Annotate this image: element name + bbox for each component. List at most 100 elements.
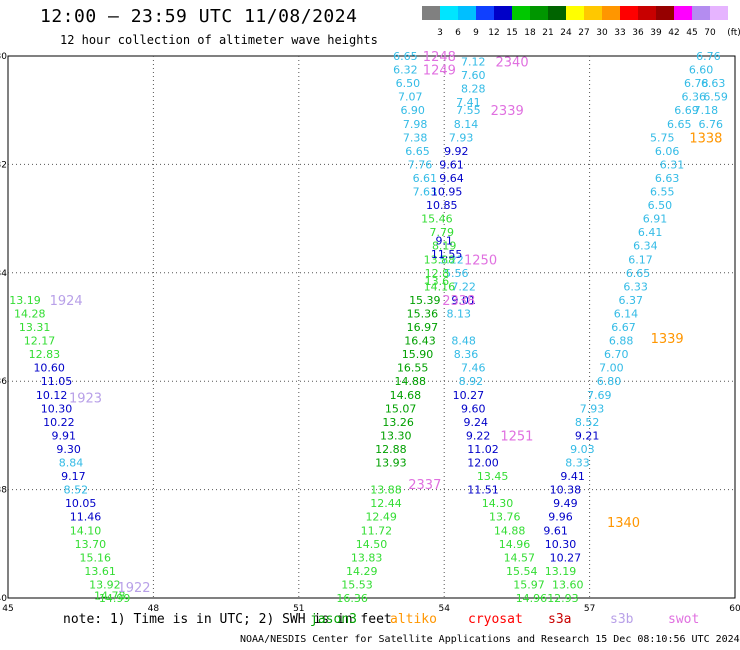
wave-height-value: 15.16 [79,551,111,564]
wave-height-value: 14.78 [94,589,126,602]
wave-height-value: 12.88 [375,443,407,456]
wave-height-value: 7.60 [461,69,486,82]
wave-height-value: 7.41 [456,96,481,109]
wave-height-value: 13.92 [89,578,121,591]
wave-height-value: 14.10 [70,524,102,537]
pass-time-label: 1339 [651,332,684,347]
pass-time-label: 1340 [607,516,640,531]
wave-height-value: 6.65 [393,50,418,63]
wave-height-value: 6.88 [609,335,634,348]
wave-height-value: 10.60 [33,362,65,375]
x-tick-label: 48 [148,604,160,614]
colorbar-swatch [692,6,710,20]
y-tick-label: -36 [0,377,7,387]
wave-height-value: 6.76 [699,118,724,131]
wave-height-value: 13.31 [19,321,51,334]
wave-height-value: 14.99 [99,592,131,605]
wave-height-value: 8.36 [454,348,479,361]
wave-height-value: 8.28 [461,83,486,96]
colorbar-swatch [602,6,620,20]
y-tick-label: -34 [0,269,7,279]
wave-height-value: 15.97 [513,578,545,591]
wave-height-value: 9.22 [466,429,491,442]
wave-height-value: 9.17 [61,470,86,483]
y-tick-label: -38 [0,486,7,496]
wave-height-value: 6.91 [643,213,668,226]
wave-height-value: 10.85 [426,199,458,212]
wave-height-value: 6.63 [655,172,680,185]
pass-time-label: 1924 [50,294,83,309]
x-tick-label: 57 [584,604,595,614]
wave-height-value: 13.93 [375,457,407,470]
pass-time-label: 1250 [464,253,497,268]
wave-height-value: 7.93 [580,402,605,415]
wave-height-value: 6.31 [660,158,685,171]
pass-time-label: 1249 [423,64,456,79]
wave-height-value: 9.96 [548,511,573,524]
wave-height-value: 6.50 [648,199,673,212]
wave-height-value: 10.27 [453,389,485,402]
wave-height-value: 7.69 [587,389,612,402]
wave-height-value: 6.65 [626,267,651,280]
wave-height-value: 13.88 [370,484,402,497]
wave-height-value: 13.30 [380,429,412,442]
wave-height-value: 12.49 [365,511,397,524]
wave-height-value: 9.41 [560,470,585,483]
wave-height-value: 8.14 [454,118,479,131]
wave-height-value: 5.22 [439,253,464,266]
wave-height-value: 9.61 [543,524,568,537]
footer-credit: NOAA/NESDIS Center for Satellite Applica… [240,634,740,645]
colorbar-swatch [440,6,458,20]
colorbar-swatch [422,6,440,20]
wave-height-value: 10.27 [550,551,582,564]
wave-height-value: 9.64 [439,172,464,185]
wave-height-value: 14.68 [390,389,422,402]
legend-satellite-s3b: s3b [610,612,634,627]
wave-height-value: 9.24 [463,416,488,429]
legend-satellite-s3a: s3a [548,612,572,627]
wave-height-value: 9.92 [444,145,469,158]
colorbar-tick-label: 33 [614,28,626,38]
wave-height-value: 15.53 [341,578,373,591]
wave-height-value: 8.13 [446,307,471,320]
wave-height-value: 7.00 [599,362,624,375]
wave-height-value: 11.05 [41,375,73,388]
pass-time-label: 2340 [496,55,529,70]
wave-height-value: 7.98 [403,118,428,131]
wave-height-value: 10.30 [545,538,577,551]
wave-height-value: 6.41 [638,226,663,239]
wave-height-value: 6.69 [674,104,699,117]
wave-height-value: 6.50 [396,77,421,90]
wave-height-value: 8.48 [451,335,476,348]
wave-height-value: 6.78 [684,77,709,90]
wave-height-value: 11.51 [467,484,499,497]
wave-height-value: 12.93 [547,592,579,605]
pass-time-label: 2339 [491,104,524,119]
wave-height-value: 15.90 [402,348,434,361]
colorbar-swatch [566,6,584,20]
wave-height-value: 6.36 [682,91,707,104]
wave-height-value: 6.33 [623,280,648,293]
wave-height-value: 7.07 [398,91,423,104]
wave-height-value: 6.90 [400,104,425,117]
colorbar-swatch [494,6,512,20]
wave-height-value: 16.36 [336,592,368,605]
colorbar-swatch [584,6,602,20]
colorbar-swatch [512,6,530,20]
wave-height-value: 9.21 [575,429,600,442]
map-frame [7,55,736,599]
wave-height-value: 6.37 [619,294,644,307]
wave-height-value: 10.22 [43,416,75,429]
legend-satellite-jason3: jason3 [310,612,357,627]
wave-height-value: 6.06 [655,145,680,158]
wave-height-value: 14.50 [356,538,388,551]
wave-height-value: 6.65 [667,118,692,131]
colorbar-tick-label: 70 [704,28,716,38]
wave-height-value: 13.88 [424,253,456,266]
wave-height-value: 10.12 [36,389,68,402]
wave-height-value: 6.76 [696,50,721,63]
wave-height-value: 13.76 [489,511,521,524]
wave-height-value: 12.83 [29,348,61,361]
x-tick-label: 51 [293,604,304,614]
